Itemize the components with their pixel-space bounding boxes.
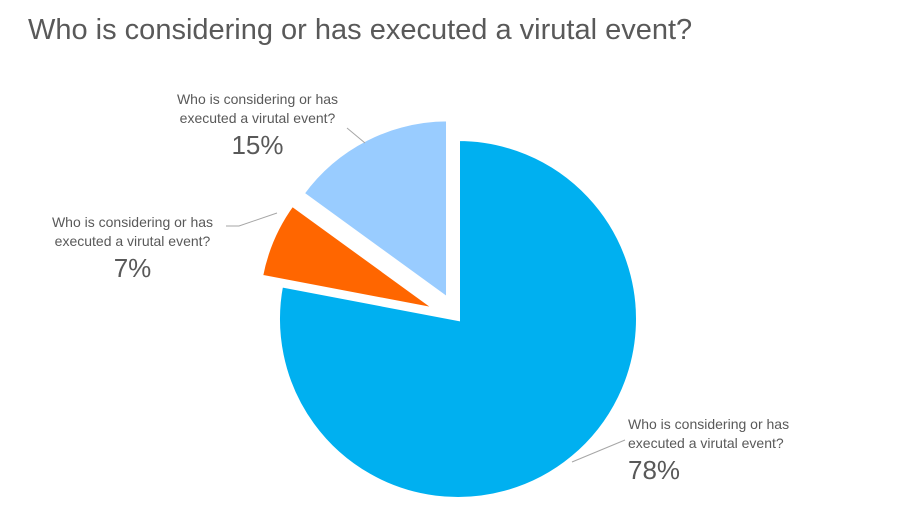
leader-line-1 bbox=[226, 212, 278, 227]
leader-line-0 bbox=[571, 439, 626, 463]
slice-label-1-name: Who is considering or has executed a vir… bbox=[51, 214, 214, 249]
pie-slice-2 bbox=[299, 117, 451, 304]
slice-label-1: Who is considering or has executed a vir… bbox=[40, 213, 225, 283]
pie-slice-0 bbox=[276, 136, 640, 501]
chart-title: Who is considering or has executed a vir… bbox=[28, 14, 693, 46]
pie-slices bbox=[258, 117, 640, 501]
leader-lines bbox=[226, 127, 626, 463]
pie-slice-1 bbox=[258, 201, 439, 313]
slice-label-0-name: Who is considering or has executed a vir… bbox=[628, 416, 790, 451]
slice-label-1-value: 7% bbox=[113, 253, 152, 283]
leader-line-2 bbox=[346, 127, 366, 144]
slice-label-2-value: 15% bbox=[231, 130, 284, 160]
slice-label-2-name: Who is considering or has executed a vir… bbox=[176, 91, 339, 126]
slice-label-0: Who is considering or has executed a vir… bbox=[628, 415, 828, 485]
slice-label-2: Who is considering or has executed a vir… bbox=[150, 90, 365, 160]
slice-label-0-value: 78% bbox=[628, 455, 681, 485]
